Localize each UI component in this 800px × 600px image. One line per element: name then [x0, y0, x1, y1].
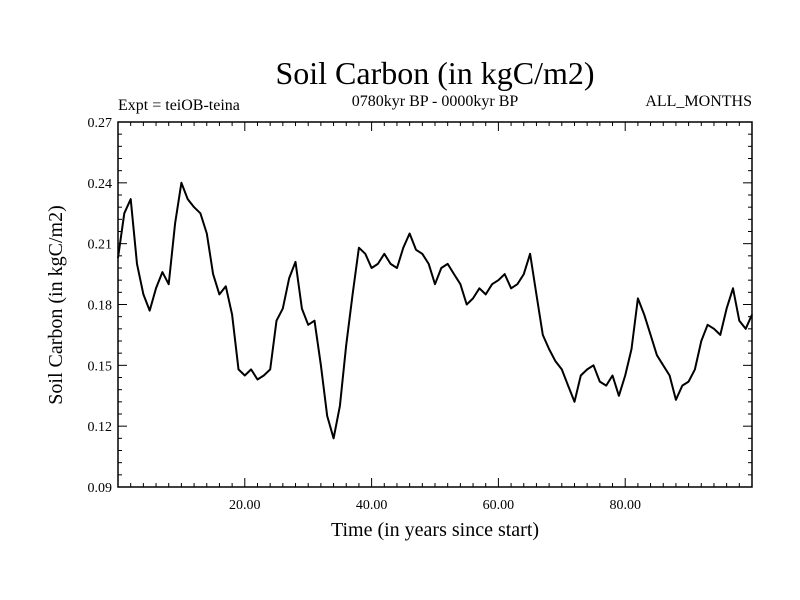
y-tick-label: 0.21	[88, 238, 113, 253]
series-line	[117, 181, 753, 440]
y-tick-label: 0.24	[88, 177, 113, 192]
chart-title: Soil Carbon (in kgC/m2)	[275, 55, 594, 91]
y-axis-label: Soil Carbon (in kgC/m2)	[45, 205, 67, 404]
y-tick-label: 0.09	[88, 481, 113, 496]
x-tick-label: 60.00	[483, 498, 515, 513]
plot-frame	[117, 121, 753, 488]
axis-ticks	[118, 122, 752, 487]
y-tick-label: 0.15	[88, 359, 113, 374]
months-label: ALL_MONTHS	[645, 93, 752, 110]
time-range-label: 0780kyr BP - 0000kyr BP	[352, 93, 519, 110]
y-tick-label: 0.18	[88, 299, 113, 314]
y-tick-label: 0.27	[88, 116, 113, 131]
experiment-label: Expt = teiOB-teina	[118, 97, 240, 114]
x-tick-label: 80.00	[609, 498, 641, 513]
axis-tick-labels: 20.00 40.00 60.00 80.00 0.09 0.12 0.15 0.18 0.21…	[88, 116, 641, 513]
y-tick-label: 0.12	[88, 420, 113, 435]
x-axis-label: Time (in years since start)	[331, 519, 539, 541]
x-tick-label: 20.00	[229, 498, 261, 513]
x-tick-label: 40.00	[356, 498, 388, 513]
